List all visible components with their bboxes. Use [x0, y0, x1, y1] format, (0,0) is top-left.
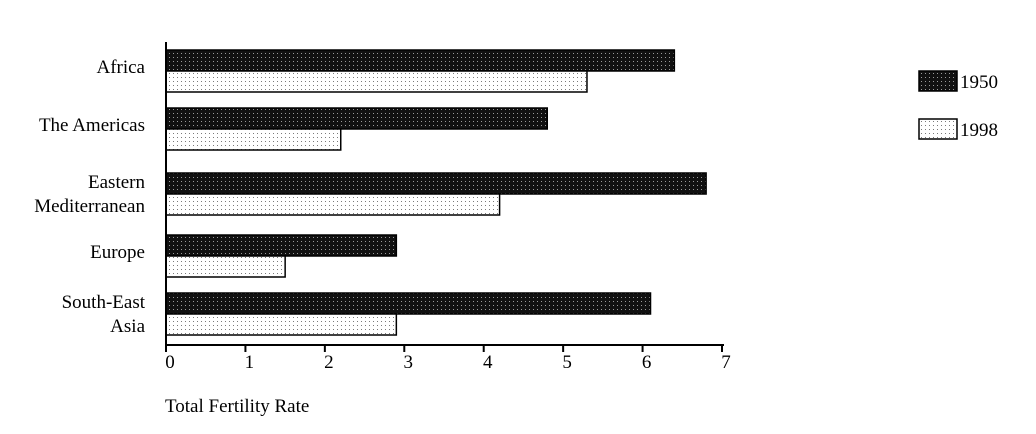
legend-label-1998: 1998	[960, 120, 998, 141]
bar-1998-2	[165, 193, 501, 216]
x-tick-label-7: 7	[721, 352, 731, 373]
bar-1998-3	[165, 255, 286, 278]
bar-1950-3	[165, 234, 398, 257]
category-label-0: Africa	[96, 57, 145, 78]
bar-1998-0	[165, 70, 588, 93]
bar-1998-4	[165, 313, 398, 336]
x-tick-label-2: 2	[324, 352, 334, 373]
x-tick-label-0: 0	[165, 352, 175, 373]
bar-1950-1	[165, 107, 549, 130]
bar-1950-4	[165, 292, 652, 315]
bars-layer	[165, 49, 707, 336]
x-tick-label-5: 5	[562, 352, 572, 373]
legend-swatch-1998	[918, 118, 958, 140]
x-tick-label-4: 4	[483, 352, 493, 373]
x-axis: 0 1 2 3 4 5 6 7	[165, 42, 731, 373]
bar-1950-0	[165, 49, 676, 72]
legend: 1950 1998	[918, 70, 998, 141]
bar-1998-1	[165, 128, 342, 151]
category-labels: Africa The Americas Eastern Mediterranean Eu…	[34, 57, 145, 337]
category-label-3: Europe	[90, 242, 145, 263]
x-axis-label: Total Fertility Rate	[165, 396, 309, 417]
legend-swatch-1950	[918, 70, 958, 92]
x-tick-label-6: 6	[642, 352, 652, 373]
x-tick-label-3: 3	[404, 352, 414, 373]
x-tick-label-1: 1	[245, 352, 255, 373]
category-label-4: South-East Asia	[62, 292, 146, 337]
bar-1950-2	[165, 172, 707, 195]
category-label-2: Eastern Mediterranean	[34, 172, 145, 217]
category-label-1: The Americas	[39, 115, 145, 136]
legend-label-1950: 1950	[960, 72, 998, 93]
